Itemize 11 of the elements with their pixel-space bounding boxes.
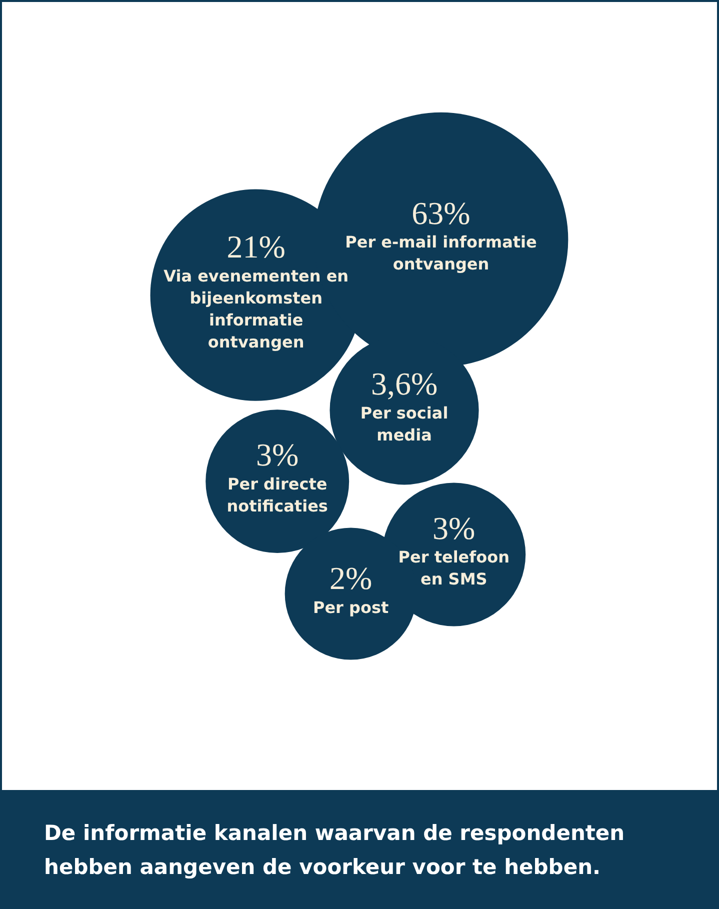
data-label: 3%: [256, 436, 299, 473]
category-label: Per post: [312, 598, 389, 617]
category-label: Per telefoon en SMS: [398, 548, 510, 589]
data-label: 3,6%: [370, 366, 438, 402]
data-label: 21%: [226, 228, 286, 264]
category-label: Per social media: [360, 403, 448, 444]
category-label: Per directe notificaties: [226, 474, 328, 516]
text: De informatie kanalen waarvan de respondenten hebben aangeven de voorkeur voor te hebben.: [2, 790, 717, 907]
data-label: 63%: [412, 194, 470, 231]
data-label: 3%: [432, 510, 476, 546]
data-label: 2%: [329, 560, 372, 596]
